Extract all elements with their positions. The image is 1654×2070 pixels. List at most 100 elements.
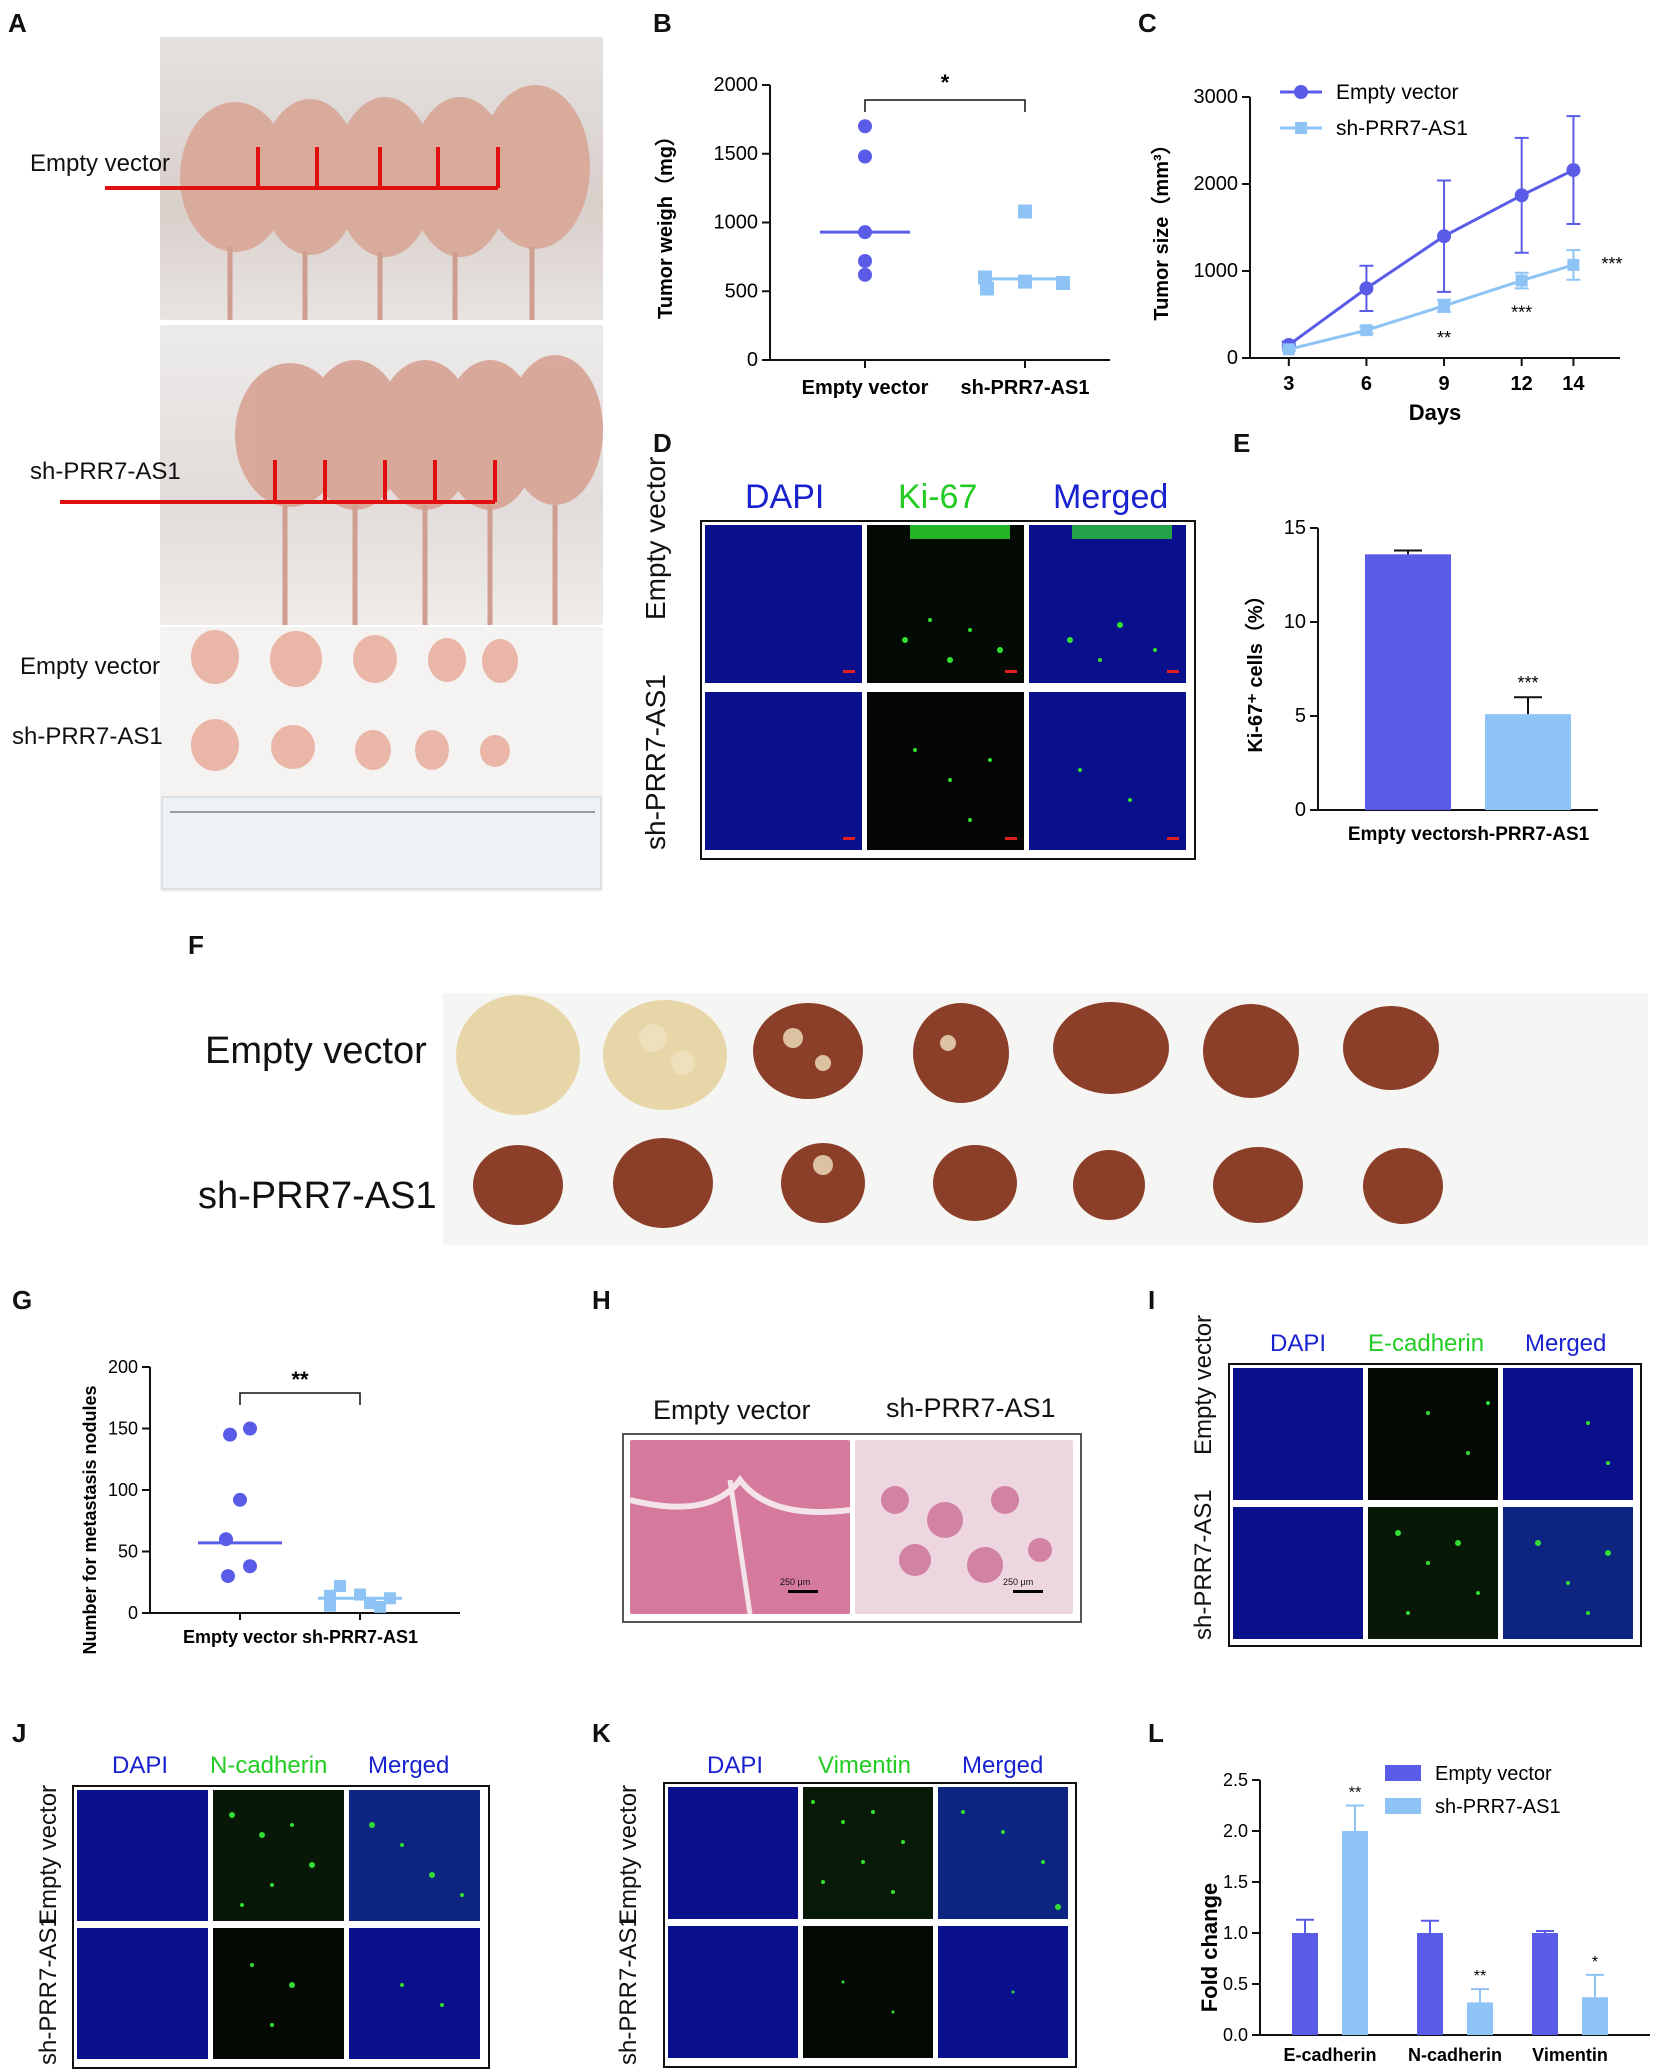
x-tick-label: sh-PRR7-AS1 (961, 377, 1090, 399)
bar (1365, 554, 1451, 810)
h-scale-sh: 250 μm (1003, 1577, 1033, 1587)
d-dapi-sh (705, 692, 862, 850)
y-tick-label: 1.5 (1223, 1872, 1248, 1892)
y-axis-label: Number for metastasis nodules (80, 1385, 100, 1654)
legend-marker (1294, 85, 1308, 99)
y-tick-label: 50 (118, 1542, 138, 1562)
mice-photo-sh (160, 325, 603, 625)
x-axis-label: Days (1409, 400, 1462, 425)
data-point (1056, 276, 1070, 290)
j-green-signal (229, 1812, 464, 2027)
d-row-sh: sh-PRR7-AS1 (640, 674, 671, 850)
data-point (354, 1588, 366, 1601)
d-green-signal (843, 525, 1179, 840)
y-tick-label: 0 (128, 1603, 138, 1623)
y-tick-label: 100 (108, 1480, 138, 1500)
panel-label-k: K (592, 1718, 611, 1748)
y-tick-label: 2.0 (1223, 1821, 1248, 1841)
y-tick-label: 10 (1284, 611, 1306, 633)
x-tick-label: 3 (1283, 373, 1294, 395)
y-axis-label: Tumor size（mm³） (1150, 134, 1173, 320)
h-label-sh: sh-PRR7-AS1 (886, 1393, 1056, 1423)
d-title-dapi: DAPI (745, 478, 825, 516)
data-point (1018, 274, 1032, 289)
k-title-vim: Vimentin (818, 1752, 911, 1779)
error-bar (1471, 1988, 1489, 2003)
x-tick-label: 14 (1562, 373, 1585, 395)
x-tick-label: sh-PRR7-AS1 (1467, 824, 1590, 845)
y-tick-label: 0 (747, 349, 758, 371)
data-point (858, 149, 872, 164)
label-f-sh: sh-PRR7-AS1 (198, 1175, 437, 1217)
error-bar (1514, 696, 1542, 715)
i-title-ecad: E-cadherin (1368, 1330, 1485, 1357)
data-point (1515, 274, 1528, 287)
panel-label-j: J (12, 1718, 27, 1748)
data-point (384, 1592, 396, 1605)
i-title-dapi: DAPI (1270, 1330, 1327, 1357)
y-tick-label: 200 (108, 1357, 138, 1377)
data-point (1437, 229, 1452, 244)
significance-label: ** (1437, 328, 1451, 348)
i-row-empty: Empty vector (1190, 1314, 1217, 1455)
error-bar (1421, 1919, 1439, 1933)
h-image-empty: 250 μm (630, 1440, 850, 1614)
data-point (233, 1492, 247, 1507)
significance-label: *** (1601, 254, 1622, 274)
i-ecad-sh (1368, 1507, 1498, 1639)
x-tick-label: N-cadherin (1408, 2045, 1502, 2065)
data-point (374, 1600, 386, 1613)
significance-label: ** (291, 1367, 309, 1392)
error-bar (1536, 1929, 1554, 1933)
bar (1292, 1933, 1318, 2035)
data-point (1359, 281, 1374, 296)
significance-label: * (1592, 1954, 1598, 1971)
data-point (1567, 258, 1580, 271)
data-point (1514, 188, 1529, 203)
x-tick-label: 12 (1511, 373, 1533, 395)
panel-label-i: I (1148, 1285, 1156, 1315)
label-a-sh: sh-PRR7-AS1 (30, 458, 181, 485)
legend-label: sh-PRR7-AS1 (1336, 117, 1468, 140)
k-title-dapi: DAPI (707, 1752, 764, 1779)
bar (1582, 1997, 1608, 2035)
chart-e: 0 5 10 15 Ki-67⁺ cells（%） Empty vectorsh-PRR7… (1244, 517, 1598, 845)
label-f-empty: Empty vector (205, 1030, 427, 1072)
data-point (858, 225, 872, 240)
data-point (1018, 204, 1032, 219)
j-ncad-sh (213, 1928, 344, 2059)
i-dapi-empty (1233, 1368, 1363, 1500)
data-point (1282, 343, 1295, 356)
data-point (364, 1597, 376, 1610)
y-axis-label: Ki-67⁺ cells（%） (1244, 585, 1267, 752)
y-tick-label: 15 (1284, 517, 1306, 539)
x-tick-label: 9 (1438, 373, 1449, 395)
bar (1342, 1831, 1368, 2035)
significance-bracket (864, 99, 1026, 112)
h-label-empty: Empty vector (653, 1395, 811, 1425)
j-merged-sh (349, 1928, 480, 2059)
bar (1485, 714, 1571, 810)
k-row-sh: sh-PRR7-AS1 (615, 1914, 642, 2065)
data-point (243, 1559, 257, 1574)
panel-label-e: E (1233, 428, 1251, 458)
significance-label: ** (1349, 1785, 1361, 1802)
x-tick-label: E-cadherin (1283, 2045, 1376, 2065)
y-tick-label: 1.0 (1223, 1923, 1248, 1943)
data-point (980, 281, 994, 296)
panel-label-a: A (8, 8, 27, 38)
k-vim-empty (803, 1787, 933, 1919)
y-tick-label: 2.5 (1223, 1770, 1248, 1790)
data-point (858, 119, 872, 134)
j-row-sh: sh-PRR7-AS1 (35, 1914, 62, 2065)
data-point (1566, 163, 1581, 178)
data-point (858, 267, 872, 282)
error-bar (1394, 549, 1422, 555)
legend-marker (1295, 122, 1307, 134)
panel-label-b: B (653, 8, 672, 38)
d-row-empty: Empty vector (640, 456, 671, 620)
j-title-ncad: N-cadherin (210, 1752, 328, 1779)
h-image-sh: 250 μm (855, 1440, 1073, 1614)
panel-label-h: H (592, 1285, 611, 1315)
error-bar (1296, 1918, 1314, 1933)
